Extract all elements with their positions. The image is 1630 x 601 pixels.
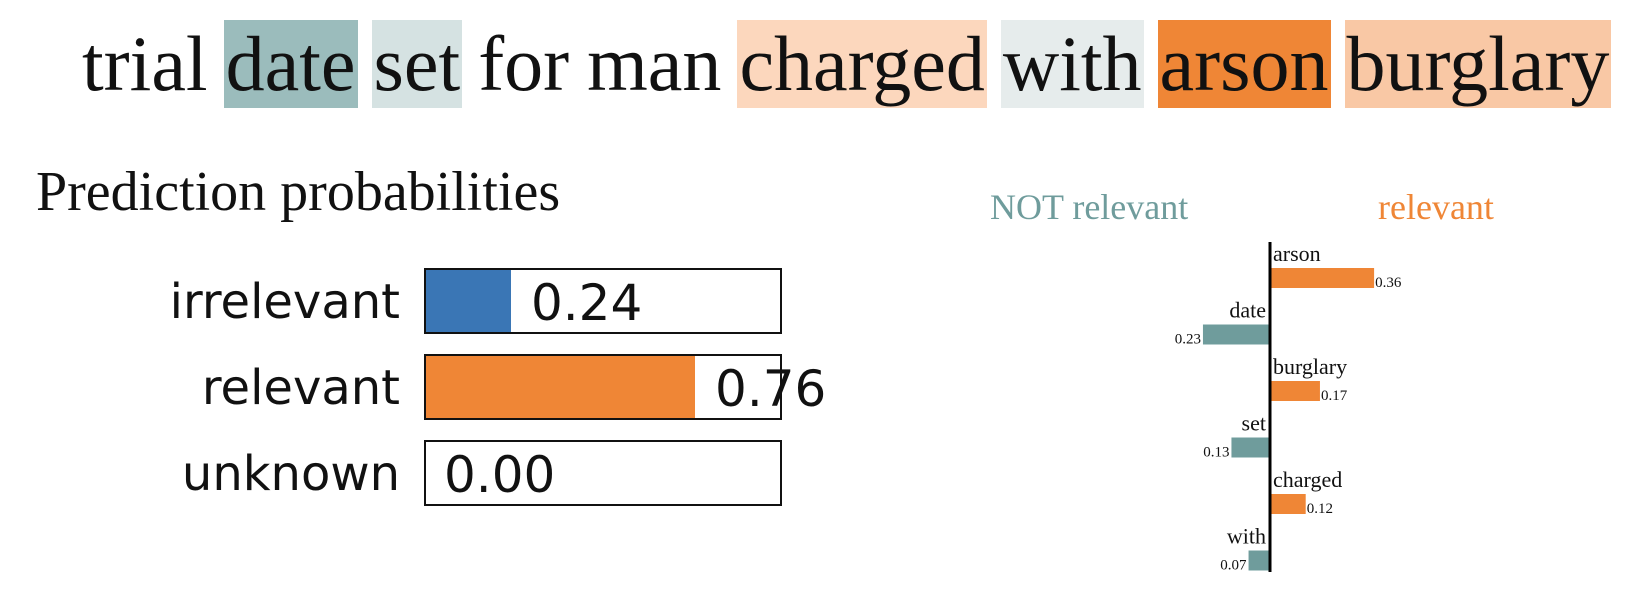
sentence-word: trial	[80, 20, 210, 108]
prediction-bar-frame: 0.00	[424, 440, 782, 506]
prediction-probabilities-title: Prediction probabilities	[36, 161, 561, 223]
prediction-value: 0.24	[530, 274, 643, 332]
feature-bar	[1271, 268, 1375, 288]
prediction-bar-fill	[426, 270, 511, 332]
legend-not-relevant: NOT relevant	[990, 187, 1189, 227]
feature-bar	[1231, 437, 1269, 458]
explained-sentence: trial date set for man charged with arson burgla…	[80, 20, 1625, 108]
sentence-word: date	[223, 20, 358, 108]
prediction-row-relevant: relevant 0.76	[0, 354, 1630, 422]
sentence-word: with	[1000, 20, 1144, 108]
feature-value-label: 0.07	[1220, 558, 1247, 574]
feature-value-label: 0.36	[1375, 275, 1402, 291]
feature-label: charged	[1273, 467, 1342, 492]
feature-bar	[1248, 550, 1269, 571]
prediction-bar-frame: 0.76	[424, 354, 826, 420]
sentence-word: for	[476, 20, 572, 108]
prediction-row-unknown: unknown 0.00	[0, 440, 1630, 508]
prediction-row-irrelevant: irrelevant 0.24	[0, 268, 1630, 336]
feature-value-label: 0.23	[1175, 332, 1201, 348]
sentence-word: man	[585, 20, 724, 108]
prediction-label: relevant	[201, 360, 400, 416]
feature-value-label: 0.17	[1321, 388, 1348, 404]
feature-bar	[1271, 381, 1320, 401]
sentence-word: charged	[737, 20, 987, 108]
prediction-bar-frame: 0.24	[424, 268, 782, 334]
sentence-word: set	[371, 20, 463, 108]
feature-label: burglary	[1273, 354, 1347, 379]
feature-label: set	[1242, 411, 1266, 436]
legend-relevant: relevant	[1378, 187, 1494, 227]
feature-weights-chart: arson 0.36 date 0.23 burglary 0.17 set 0.13 char…	[1175, 241, 1402, 574]
prediction-label: unknown	[181, 446, 400, 502]
feature-label: date	[1229, 298, 1266, 323]
prediction-value: 0.00	[444, 446, 556, 504]
feature-value-label: 0.12	[1307, 501, 1333, 517]
sentence-word: burglary	[1344, 20, 1612, 108]
feature-label: with	[1227, 524, 1266, 549]
feature-bar	[1271, 494, 1306, 514]
prediction-value: 0.76	[715, 360, 827, 418]
prediction-bar-fill	[426, 356, 696, 418]
sentence-word: arson	[1157, 20, 1331, 108]
feature-value-label: 0.13	[1203, 445, 1229, 461]
feature-bar	[1202, 324, 1269, 345]
feature-label: arson	[1273, 241, 1321, 266]
prediction-label: irrelevant	[169, 274, 400, 330]
